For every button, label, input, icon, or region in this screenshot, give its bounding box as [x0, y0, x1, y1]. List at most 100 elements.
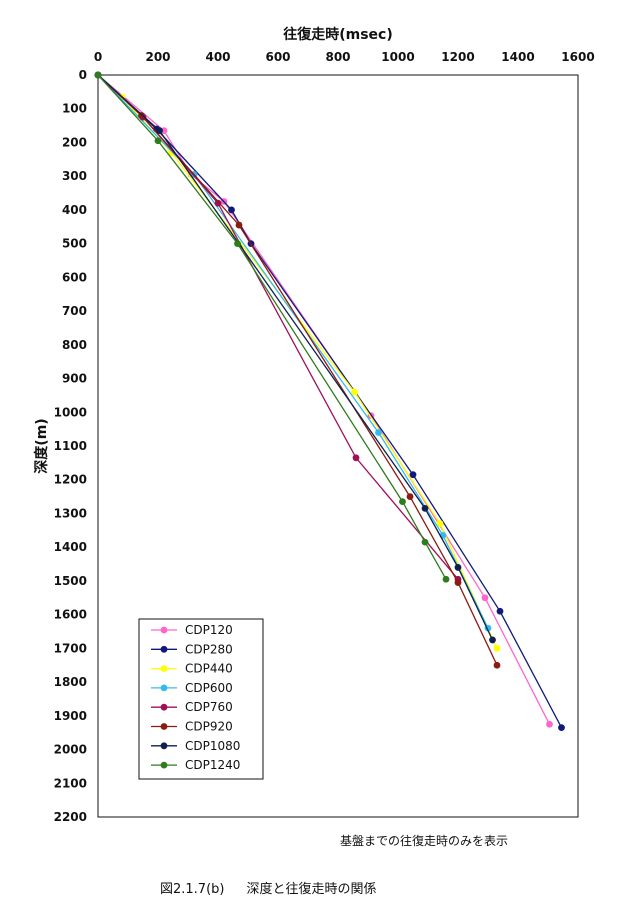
x-tick-labels: 0 200 400 600 800 1000 1200 1400 1600 — [94, 50, 595, 64]
data-point — [154, 137, 162, 145]
y-tick-label: 2200 — [54, 810, 87, 824]
data-point — [375, 429, 382, 436]
x-tick-label: 400 — [205, 50, 230, 64]
y-tick-label: 300 — [62, 169, 87, 183]
data-point — [156, 127, 163, 135]
y-tick-label: 1200 — [54, 473, 87, 487]
y-tick-label: 900 — [62, 372, 87, 386]
series-cdp1240 — [94, 71, 450, 583]
data-point — [421, 538, 429, 546]
legend-item-cdp920: CDP920 — [151, 720, 233, 734]
data-point — [352, 454, 360, 462]
legend-item-cdp120: CDP120 — [151, 623, 233, 637]
legend-swatch-marker — [160, 703, 168, 711]
data-point — [558, 724, 565, 732]
y-tick-label: 100 — [62, 102, 87, 116]
data-point — [546, 720, 553, 728]
plot-area — [97, 74, 579, 818]
series-layer — [94, 71, 565, 732]
x-tick-label: 800 — [325, 50, 350, 64]
y-tick-label: 1800 — [54, 675, 87, 689]
y-tick-label: 1600 — [54, 608, 87, 622]
series-cdp760 — [94, 71, 462, 583]
figure-title: 深度と往復走時の関係 — [246, 882, 377, 897]
series-cdp440 — [94, 71, 501, 652]
legend-swatch-marker — [160, 665, 168, 672]
legend-swatch-marker — [160, 684, 168, 692]
data-point — [138, 112, 145, 119]
series-line — [97, 74, 494, 641]
x-tick-label: 1200 — [441, 50, 474, 64]
legend-item-cdp1240: CDP1240 — [151, 758, 240, 772]
y-tick-label: 1400 — [54, 540, 87, 554]
data-point — [351, 388, 358, 396]
y-tick-label: 200 — [62, 135, 87, 149]
data-point — [214, 199, 222, 207]
data-point — [406, 493, 414, 500]
legend-swatch-marker — [160, 761, 168, 769]
y-axis-title: 深度(m) — [33, 418, 50, 473]
legend-label: CDP120 — [185, 623, 233, 637]
figure-caption: 図2.1.7(b) 深度と往復走時の関係 — [160, 878, 377, 897]
data-point — [421, 504, 429, 512]
x-tick-label: 200 — [145, 50, 170, 64]
data-point — [454, 579, 462, 586]
x-tick-label: 1400 — [501, 50, 534, 64]
y-tick-label: 400 — [62, 203, 87, 217]
data-point — [235, 221, 243, 229]
y-tick-label: 600 — [62, 270, 87, 284]
legend: CDP120 CDP280 CDP440 CDP600 CDP760 CDP920 CDP1… — [138, 618, 264, 780]
y-tick-label: 800 — [62, 338, 87, 352]
data-point — [399, 498, 406, 506]
legend-item-cdp600: CDP600 — [151, 681, 233, 695]
y-tick-label: 2100 — [54, 776, 87, 790]
data-point — [436, 520, 444, 527]
legend-label: CDP1080 — [185, 739, 240, 753]
data-point — [496, 607, 504, 615]
y-tick-label: 1000 — [54, 405, 87, 419]
legend-swatch-marker — [160, 626, 168, 634]
series-cdp920 — [94, 71, 501, 669]
x-tick-label: 0 — [94, 50, 102, 64]
x-tick-label: 1000 — [381, 50, 414, 64]
x-tick-label: 600 — [265, 50, 290, 64]
legend-label: CDP440 — [185, 662, 233, 676]
legend-label: CDP1240 — [185, 758, 240, 772]
legend-item-cdp1080: CDP1080 — [151, 739, 240, 753]
legend-item-cdp440: CDP440 — [151, 662, 233, 676]
legend-label: CDP280 — [185, 642, 233, 656]
legend-swatch-marker — [160, 723, 168, 730]
series-line — [97, 74, 447, 580]
y-tick-label: 500 — [62, 237, 87, 251]
data-point — [493, 644, 501, 652]
data-point — [454, 564, 462, 571]
x-tick-label: 1600 — [561, 50, 594, 64]
legend-item-cdp280: CDP280 — [151, 642, 233, 656]
y-tick-label: 1300 — [54, 506, 87, 520]
legend-swatch-marker — [160, 645, 168, 653]
data-point — [489, 636, 496, 644]
legend-label: CDP920 — [185, 720, 233, 734]
data-point — [234, 240, 241, 248]
legend-box — [138, 618, 264, 780]
series-cdp1080 — [94, 71, 496, 644]
legend-label: CDP600 — [185, 681, 233, 695]
x-axis-title: 往復走時(msec) — [283, 26, 393, 43]
legend-item-cdp760: CDP760 — [151, 700, 233, 714]
y-tick-label: 2000 — [54, 743, 87, 757]
chart-note: 基盤までの往復走時のみを表示 — [340, 834, 509, 848]
data-point — [94, 71, 102, 79]
y-tick-label: 1700 — [54, 641, 87, 655]
y-tick-label: 1900 — [54, 709, 87, 723]
y-tick-labels: 0 100 200 300 400 500 600 700 800 900 1000 1100 1200… — [54, 68, 87, 824]
data-point — [481, 594, 489, 602]
legend-swatch-marker — [160, 742, 168, 750]
data-point — [409, 471, 417, 479]
series-line — [97, 74, 498, 666]
data-point — [493, 661, 501, 669]
y-tick-label: 0 — [79, 68, 87, 82]
data-point — [442, 575, 450, 583]
figure-number: 図2.1.7(b) — [160, 882, 225, 897]
y-tick-label: 700 — [62, 304, 87, 318]
